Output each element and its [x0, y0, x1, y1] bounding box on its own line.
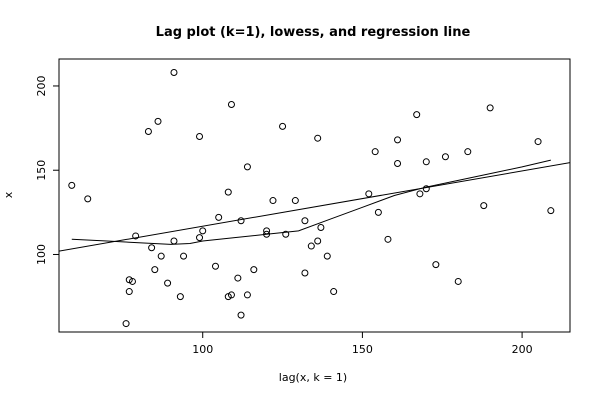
data-point	[534, 138, 542, 146]
data-point	[148, 244, 156, 252]
data-point	[384, 235, 392, 243]
data-point	[68, 181, 76, 189]
data-point	[441, 153, 449, 161]
data-point	[263, 227, 271, 235]
data-point	[151, 266, 159, 274]
plot-area	[59, 68, 570, 328]
y-tick-label: 100	[35, 244, 48, 265]
data-point	[323, 252, 331, 260]
x-axis-label: lag(x, k = 1)	[279, 371, 347, 384]
data-point	[374, 208, 382, 216]
regression-line	[59, 162, 570, 252]
x-tick-label: 200	[512, 343, 533, 356]
lowess-line	[71, 159, 551, 245]
data-point	[330, 288, 338, 296]
data-point	[243, 163, 251, 171]
data-point	[263, 230, 271, 238]
data-point	[394, 159, 402, 167]
data-point	[394, 136, 402, 144]
data-point	[237, 311, 245, 319]
data-point	[291, 197, 299, 205]
data-point	[547, 207, 555, 215]
data-point	[413, 111, 421, 119]
data-point	[301, 269, 309, 277]
data-point	[176, 293, 184, 301]
y-axis-label: x	[2, 191, 15, 198]
data-point	[422, 185, 430, 193]
data-point	[215, 213, 223, 221]
x-tick-label: 100	[192, 343, 213, 356]
data-point	[317, 224, 325, 232]
plot-lines	[59, 159, 570, 252]
y-axis: 100 150 200	[35, 75, 59, 265]
data-point	[227, 101, 235, 108]
x-tick-label: 150	[352, 343, 373, 356]
data-point	[307, 242, 315, 250]
data-point	[164, 279, 172, 287]
data-point	[314, 237, 322, 245]
data-point	[144, 127, 152, 135]
data-point	[199, 227, 207, 235]
data-point	[196, 133, 204, 141]
data-point	[250, 266, 258, 274]
data-point	[486, 104, 494, 112]
data-point	[211, 262, 219, 270]
data-point	[157, 252, 165, 260]
data-point	[224, 188, 232, 196]
y-tick-label: 200	[35, 75, 48, 96]
data-point	[84, 195, 92, 203]
data-point	[480, 202, 488, 210]
data-point	[122, 320, 130, 328]
data-point	[196, 234, 204, 242]
data-point	[314, 134, 322, 142]
data-point	[282, 230, 290, 238]
data-point	[422, 158, 430, 166]
data-point	[154, 117, 162, 125]
data-point	[128, 277, 136, 285]
data-point	[279, 122, 287, 130]
data-point	[234, 274, 242, 282]
data-point	[464, 148, 472, 156]
chart-title: Lag plot (k=1), lowess, and regression l…	[156, 25, 471, 40]
plot-frame	[58, 58, 571, 333]
data-point	[170, 237, 178, 245]
data-point	[132, 232, 140, 240]
data-point	[371, 148, 379, 156]
y-tick-label: 150	[35, 160, 48, 181]
x-axis: 100 150 200	[192, 332, 533, 356]
data-point	[125, 288, 133, 296]
data-point	[243, 291, 251, 299]
data-point	[170, 68, 178, 76]
data-point	[180, 252, 188, 260]
data-point	[227, 291, 235, 299]
data-point	[237, 217, 245, 225]
data-point	[432, 261, 440, 269]
data-point	[269, 197, 277, 205]
data-point	[416, 190, 424, 198]
data-point	[454, 277, 462, 285]
data-point	[301, 217, 309, 225]
data-point	[365, 190, 373, 198]
